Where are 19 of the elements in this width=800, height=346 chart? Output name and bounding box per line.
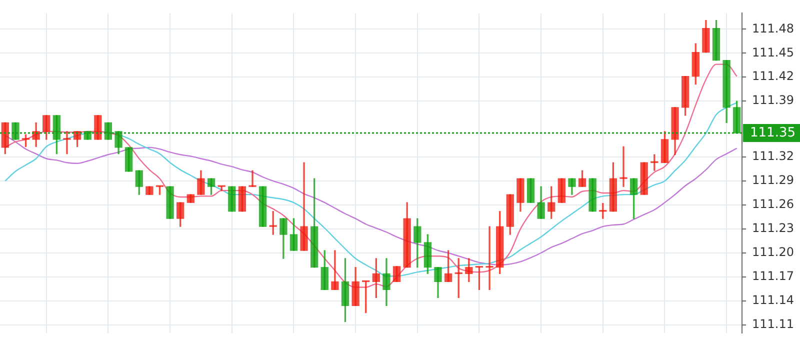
candlestick bbox=[218, 185, 226, 191]
y-tick-label: 111.45 bbox=[752, 45, 794, 60]
candlestick bbox=[63, 131, 71, 154]
ref-line-label: 111.35 bbox=[750, 125, 796, 140]
y-tick-label: 111.11 bbox=[752, 316, 794, 331]
y-tick-label: 111.48 bbox=[752, 21, 794, 36]
y-tick-label: 111.26 bbox=[752, 197, 794, 212]
candlestick bbox=[620, 146, 628, 187]
y-tick-label: 111.29 bbox=[752, 173, 794, 188]
y-tick-label: 111.32 bbox=[752, 149, 794, 164]
y-tick-label: 111.17 bbox=[752, 268, 794, 283]
y-tick-label: 111.20 bbox=[752, 245, 794, 260]
candlestick bbox=[331, 250, 339, 290]
y-tick-label: 111.14 bbox=[752, 292, 794, 307]
candlestick bbox=[486, 226, 494, 290]
candlestick bbox=[248, 170, 256, 187]
y-tick-label: 111.42 bbox=[752, 69, 794, 84]
y-tick-label: 111.39 bbox=[752, 93, 794, 108]
y-tick-label: 111.23 bbox=[752, 221, 794, 236]
